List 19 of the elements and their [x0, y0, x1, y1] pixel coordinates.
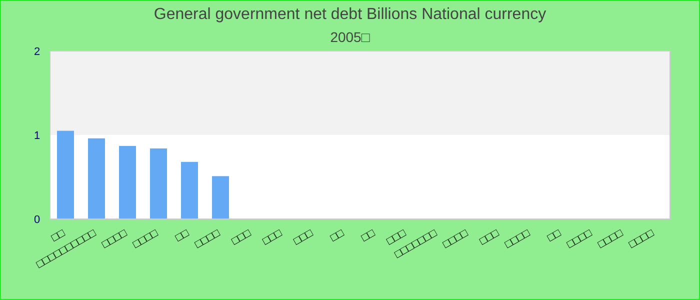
bar — [57, 130, 74, 219]
x-tick-label: □□ — [545, 227, 564, 244]
bar — [212, 176, 229, 219]
bar — [88, 138, 105, 219]
bar — [181, 162, 198, 219]
x-tick-label: □□□ — [292, 227, 316, 248]
x-tick-label: □□□ — [260, 227, 284, 248]
bar — [119, 146, 136, 219]
chart-subtitle: 2005□ — [330, 29, 370, 45]
bar — [150, 148, 167, 219]
y-tick-label: 2 — [34, 46, 40, 58]
x-tick-label: □□□ — [478, 227, 502, 248]
x-tick-label: □□ — [359, 227, 378, 244]
y-tick-label: 0 — [34, 214, 40, 226]
x-tick-label: □□ — [328, 227, 346, 244]
y-tick-label: 1 — [34, 130, 40, 142]
x-tick-label: □□ — [173, 227, 192, 244]
x-tick-label: □□□ — [230, 227, 254, 248]
chart-title: General government net debt Billions National currency — [154, 6, 546, 23]
